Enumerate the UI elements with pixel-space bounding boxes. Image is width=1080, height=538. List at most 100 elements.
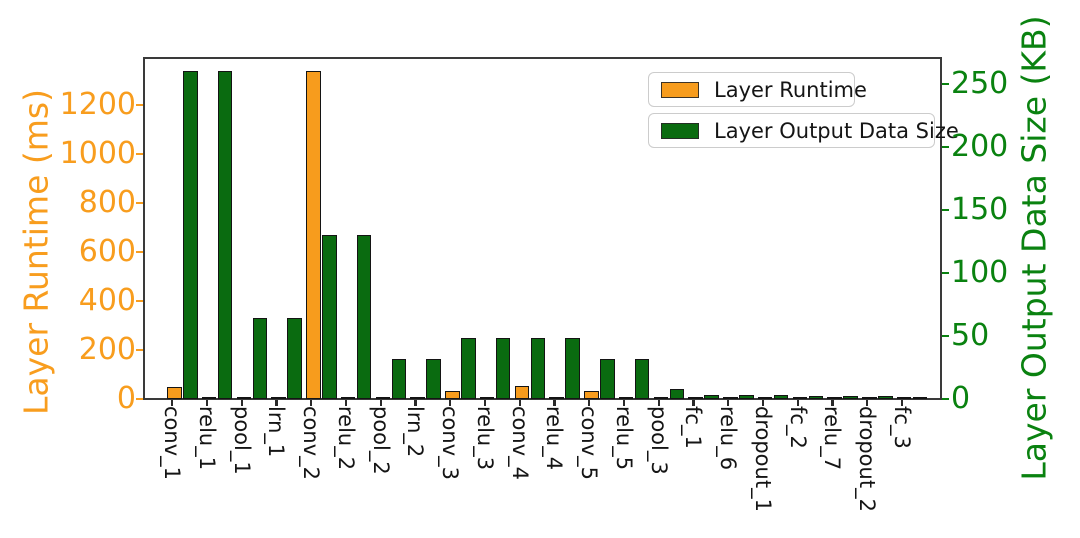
x-tick-label-fc_1: fc_1 xyxy=(681,406,706,449)
x-tick-label-conv_1: conv_1 xyxy=(160,406,184,480)
left-axis-tick xyxy=(136,349,143,352)
runtime-bar-pool_1 xyxy=(236,397,251,399)
x-axis-tick xyxy=(518,400,521,406)
right-axis-tick-label: 200 xyxy=(951,128,1009,164)
x-axis-tick xyxy=(727,400,730,406)
left-axis-tick xyxy=(136,300,143,303)
legend-output: Layer Output Data Size xyxy=(648,113,959,148)
legend-output-swatch-icon xyxy=(661,122,699,139)
x-axis-tick xyxy=(205,400,209,406)
runtime-bar-fc_2 xyxy=(792,397,807,399)
x-axis-tick xyxy=(761,400,765,406)
output-bar-relu_7 xyxy=(843,396,858,399)
output-bar-relu_6 xyxy=(739,395,754,399)
right-axis-tick-label: 0 xyxy=(951,381,971,416)
x-tick-label-conv_2: conv_2 xyxy=(299,406,323,480)
x-axis-tick xyxy=(866,400,869,406)
legend-runtime-label: Layer Runtime xyxy=(714,77,867,102)
left-axis-tick xyxy=(136,104,143,107)
left-axis-tick xyxy=(136,202,143,205)
legend-runtime: Layer Runtime xyxy=(648,72,867,107)
x-tick-label-fc_3: fc_3 xyxy=(889,406,914,449)
x-tick-label-dropout_2: dropout_2 xyxy=(855,406,879,512)
x-tick-label-fc_2: fc_2 xyxy=(785,406,810,449)
left-axis-tick-label: 800 xyxy=(78,185,136,220)
output-bar-conv_2 xyxy=(322,235,337,399)
runtime-bar-conv_3 xyxy=(445,391,460,399)
left-axis-tick-label: 600 xyxy=(78,234,136,269)
x-tick-label-pool_1: pool_1 xyxy=(229,406,254,475)
right-axis-tick xyxy=(942,398,949,401)
x-axis-tick xyxy=(692,400,695,406)
runtime-bar-relu_5 xyxy=(618,397,634,399)
legend-output-label: Layer Output Data Size xyxy=(714,118,959,143)
x-tick-label-relu_6: relu_6 xyxy=(716,406,740,471)
left-axis-tick xyxy=(136,153,143,156)
x-axis-tick xyxy=(414,400,417,406)
left-axis-tick-label: 0 xyxy=(116,381,136,416)
runtime-bar-lrn_2 xyxy=(410,397,425,399)
runtime-bar-relu_7 xyxy=(827,397,842,399)
x-tick-label-relu_2: relu_2 xyxy=(333,406,358,471)
output-bar-relu_1 xyxy=(217,71,233,399)
legend-runtime-swatch-icon xyxy=(661,81,699,98)
output-bar-conv_4 xyxy=(530,338,545,399)
x-tick-label-lrn_1: lrn_1 xyxy=(264,406,289,458)
x-axis-tick xyxy=(622,400,626,406)
output-bar-dropout_1 xyxy=(773,395,789,399)
runtime-bar-relu_2 xyxy=(340,397,356,399)
x-axis-tick xyxy=(379,400,382,406)
runtime-bar-dropout_1 xyxy=(757,397,773,399)
x-axis-tick xyxy=(831,400,834,406)
runtime-bar-conv_5 xyxy=(584,391,599,399)
x-tick-label-relu_7: relu_7 xyxy=(820,406,845,471)
x-axis-tick xyxy=(344,400,348,406)
output-bar-relu_4 xyxy=(565,338,580,399)
x-axis-tick xyxy=(275,400,278,406)
runtime-bar-relu_1 xyxy=(201,397,217,399)
x-axis-tick xyxy=(900,400,904,406)
x-tick-label-relu_1: relu_1 xyxy=(194,406,219,471)
right-axis-tick-label: 250 xyxy=(951,65,1009,101)
right-axis-tick xyxy=(942,145,949,149)
x-axis-tick xyxy=(310,400,313,406)
x-axis-tick xyxy=(588,400,591,406)
runtime-bar-conv_2 xyxy=(306,70,321,399)
output-bar-conv_3 xyxy=(461,338,476,399)
runtime-bar-pool_3 xyxy=(653,397,668,399)
x-axis-tick xyxy=(483,400,487,406)
runtime-bar-pool_2 xyxy=(375,397,390,399)
output-bar-pool_2 xyxy=(391,358,406,399)
x-tick-label-conv_5: conv_5 xyxy=(577,406,601,480)
right-axis-tick xyxy=(942,208,949,212)
output-bar-relu_3 xyxy=(495,338,511,399)
x-axis-tick xyxy=(553,400,556,406)
x-tick-label-dropout_1: dropout_1 xyxy=(750,406,775,512)
output-bar-conv_5 xyxy=(600,358,615,399)
x-axis-tick xyxy=(796,400,799,406)
left-axis-tick xyxy=(136,251,143,254)
output-bar-relu_5 xyxy=(634,358,650,399)
right-axis-tick xyxy=(942,271,949,275)
right-axis-tick-label: 100 xyxy=(951,254,1009,290)
x-axis-tick xyxy=(657,400,660,406)
x-tick-label-conv_4: conv_4 xyxy=(507,406,532,480)
right-axis-tick xyxy=(942,334,949,338)
output-bar-fc_3 xyxy=(912,397,928,399)
left-axis-tick-label: 200 xyxy=(78,332,136,367)
x-tick-label-relu_3: relu_3 xyxy=(472,406,497,471)
output-bar-lrn_2 xyxy=(426,358,441,399)
x-tick-label-pool_3: pool_3 xyxy=(646,406,671,475)
left-axis-tick-label: 400 xyxy=(78,283,136,318)
x-axis-tick xyxy=(449,400,452,406)
output-bar-dropout_2 xyxy=(878,396,893,399)
runtime-bar-relu_6 xyxy=(723,397,738,399)
right-axis-tick xyxy=(942,82,949,86)
runtime-bar-lrn_1 xyxy=(271,397,286,399)
runtime-bar-conv_1 xyxy=(167,386,182,399)
x-axis-tick xyxy=(240,400,243,406)
runtime-bar-relu_3 xyxy=(479,397,495,399)
runtime-bar-dropout_2 xyxy=(862,397,877,399)
output-bar-conv_1 xyxy=(183,71,198,399)
